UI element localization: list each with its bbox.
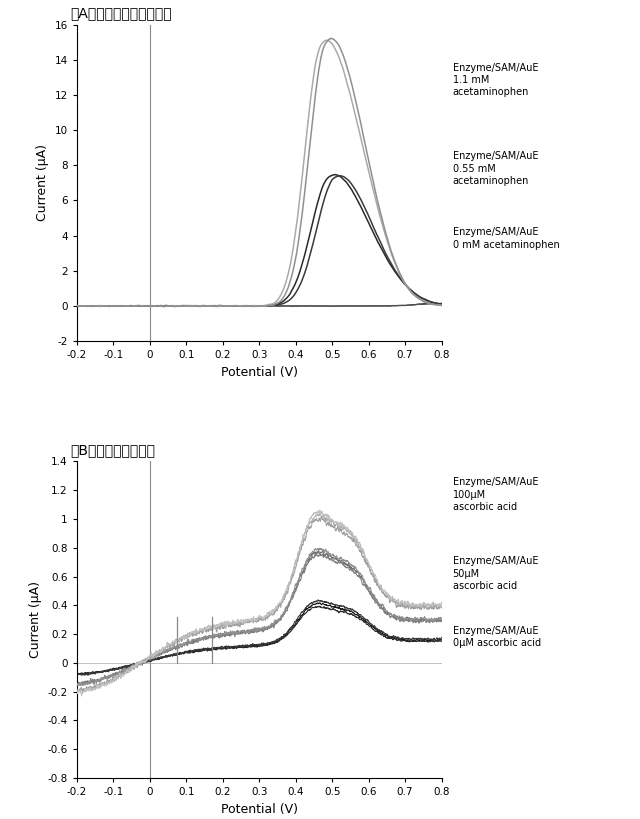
Y-axis label: Current (μA): Current (μA) [36,144,49,221]
Text: （A）アセトアミノフェン: （A）アセトアミノフェン [70,7,172,20]
Text: （B）アスコルビン酸: （B）アスコルビン酸 [70,443,156,457]
X-axis label: Potential (V): Potential (V) [221,803,298,816]
Text: Enzyme/SAM/AuE
1.1 mM
acetaminophen: Enzyme/SAM/AuE 1.1 mM acetaminophen [452,62,538,97]
Text: Enzyme/SAM/AuE
100μM
ascorbic acid: Enzyme/SAM/AuE 100μM ascorbic acid [452,477,538,512]
Text: Enzyme/SAM/AuE
0 mM acetaminophen: Enzyme/SAM/AuE 0 mM acetaminophen [452,227,559,250]
X-axis label: Potential (V): Potential (V) [221,366,298,378]
Y-axis label: Current (μA): Current (μA) [29,581,42,658]
Text: Enzyme/SAM/AuE
0.55 mM
acetaminophen: Enzyme/SAM/AuE 0.55 mM acetaminophen [452,152,538,186]
Text: Enzyme/SAM/AuE
50μM
ascorbic acid: Enzyme/SAM/AuE 50μM ascorbic acid [452,556,538,591]
Text: Enzyme/SAM/AuE
0μM ascorbic acid: Enzyme/SAM/AuE 0μM ascorbic acid [452,626,541,649]
